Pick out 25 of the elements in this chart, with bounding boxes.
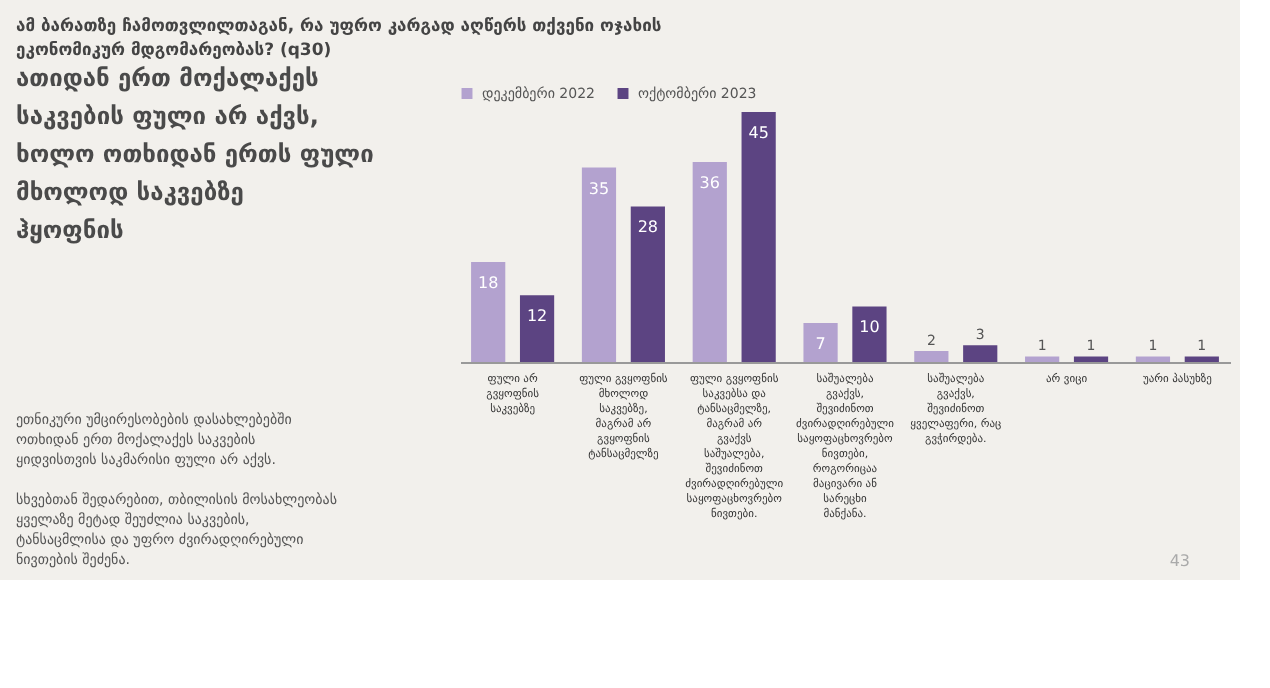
bar [519, 295, 555, 362]
data-label: 7 [815, 335, 826, 354]
bar [692, 162, 727, 362]
text: 43 [1169, 552, 1190, 570]
bar [963, 345, 998, 362]
bar [1135, 356, 1171, 362]
bar [852, 306, 887, 362]
bar [471, 262, 506, 362]
chart-subtitle: ამ ბარათზე ჩამოთვლილთაგან, რა უფრო კარგად აღწერს თქვენი ოჯახის ეკონომიკურ მდგომარეობას? (q30) [16, 15, 662, 61]
bar [630, 206, 665, 362]
bar [1025, 356, 1060, 362]
data-label: 10 [859, 318, 880, 337]
text: ათიდან ერთ მოქალაქეს საკვების ფული არ აქვს, ხოლო ოთხიდან ერთს ფული მხოლოდ საკვებზე ჰყოფნის [16, 64, 375, 244]
data-label: 35 [588, 179, 610, 198]
bar [1073, 356, 1109, 362]
data-label: 36 [699, 174, 720, 192]
data-label: 28 [637, 218, 659, 237]
data-label: 45 [748, 124, 769, 142]
bar [803, 323, 838, 362]
bar [581, 167, 617, 362]
bar [1184, 356, 1219, 362]
bar [914, 350, 949, 362]
bar [741, 112, 776, 362]
data-label: 18 [478, 274, 499, 292]
data-label: 12 [526, 307, 548, 326]
